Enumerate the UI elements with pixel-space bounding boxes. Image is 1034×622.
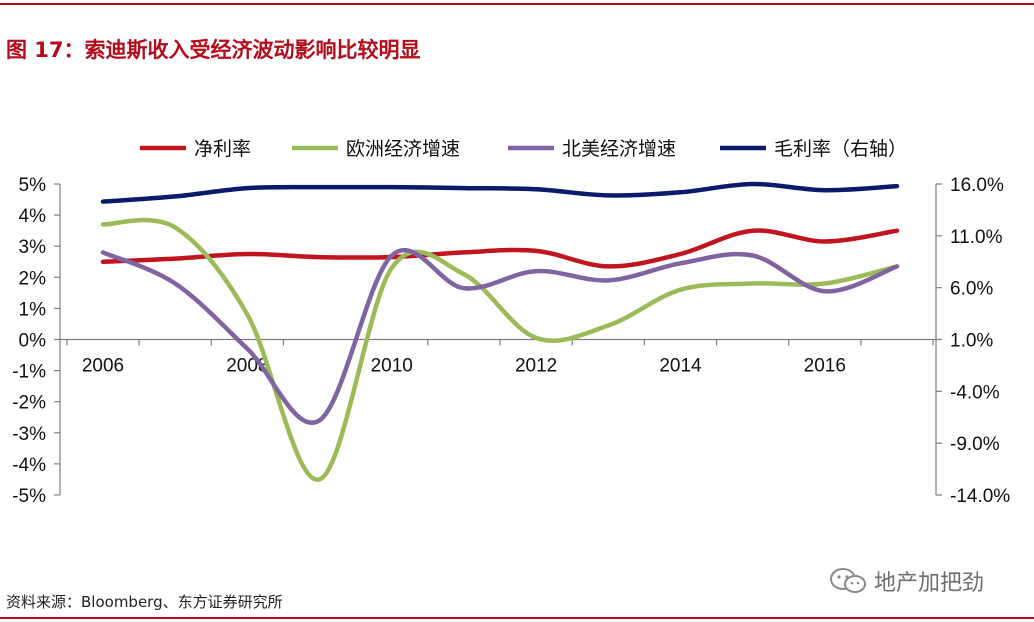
x-tick-label: 2006 [82, 356, 124, 377]
legend-label-net-margin: 净利率 [194, 138, 251, 160]
x-tick-label: 2016 [804, 356, 846, 377]
right-tick-label: 16.0% [950, 175, 1004, 196]
series-lines [100, 181, 900, 482]
axes: 5% 4% 3% 2% 1% 0% -1% -2% -3% -4% -5% 16.0% 11.0% 6.0… [12, 175, 1010, 507]
figure-title: 图 17：索迪斯收入受经济波动影响比较明显 [6, 38, 421, 62]
left-tick-label: -1% [12, 362, 46, 383]
legend-label-gross-margin: 毛利率（右轴） [774, 138, 907, 160]
right-tick-label: 11.0% [950, 227, 1003, 248]
x-tick-label: 2012 [515, 356, 557, 377]
x-tick-label: 2010 [371, 356, 413, 377]
right-tick-label: 6.0% [950, 279, 993, 300]
top-rule [0, 3, 1034, 5]
series-line-north-america-growth [100, 247, 900, 425]
right-tick-label: -9.0% [950, 434, 1000, 455]
wechat-icon [830, 568, 866, 593]
bottom-rule [0, 617, 1034, 619]
legend: 净利率 欧洲经济增速 北美经济增速 毛利率（右轴） [140, 138, 907, 160]
source-note: 资料来源：Bloomberg、东方证券研究所 [6, 593, 283, 611]
left-tick-label: -4% [12, 455, 46, 476]
watermark: 地产加把劲 [828, 565, 984, 597]
left-tick-label: 5% [19, 175, 47, 196]
x-tick-label: 2014 [659, 356, 702, 377]
series-line-europe-growth [100, 217, 900, 482]
left-tick-label: 4% [19, 206, 47, 227]
right-tick-label: -14.0% [950, 486, 1010, 507]
left-tick-label: -3% [12, 424, 46, 445]
right-tick-label: -4.0% [950, 382, 1000, 403]
left-tick-label: 0% [19, 331, 47, 352]
watermark-text: 地产加把劲 [874, 571, 985, 596]
left-tick-label: -2% [12, 393, 46, 414]
left-tick-label: 3% [19, 237, 47, 258]
series-line-net-margin [100, 228, 900, 269]
legend-label-north-america-growth: 北美经济增速 [562, 138, 676, 160]
left-tick-label: 1% [19, 299, 47, 320]
legend-label-europe-growth: 欧洲经济增速 [346, 138, 460, 160]
left-tick-label: 2% [19, 268, 47, 289]
right-tick-label: 1.0% [950, 331, 993, 352]
left-tick-label: -5% [12, 486, 46, 507]
series-line-gross-margin [100, 181, 900, 204]
